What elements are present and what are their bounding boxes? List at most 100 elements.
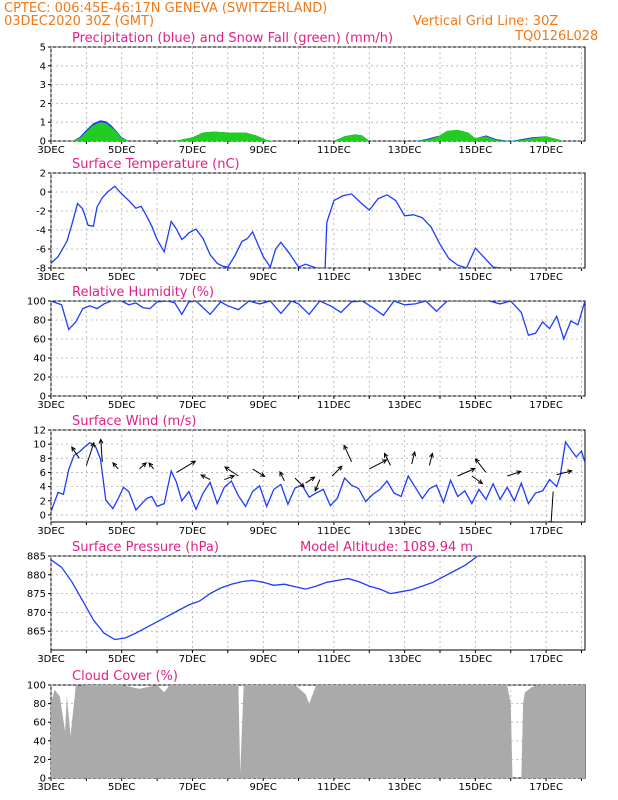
y-tick-label: 40 — [33, 354, 46, 365]
series-line-1 — [51, 440, 585, 512]
y-tick-label: 0 — [40, 137, 46, 148]
wind-arrow-head — [337, 465, 343, 471]
x-tick-label: 15DEC — [459, 654, 493, 665]
panel-title: Surface Pressure (hPa) — [72, 540, 219, 555]
wind-arrow-head — [429, 452, 434, 458]
y-tick-label: 2 — [40, 169, 46, 180]
x-tick-label: 3DEC — [37, 272, 64, 283]
x-tick-label: 17DEC — [529, 782, 563, 793]
x-tick-label: 11DEC — [317, 145, 351, 156]
x-tick-label: 11DEC — [317, 526, 351, 537]
wind-arrow-shaft — [314, 479, 321, 491]
wind-arrow-shaft — [369, 459, 387, 470]
panel-cloud: 3DEC 5DEC 7DEC 9DEC 11DEC 13DEC 15DEC 17DEC 0 20 4… — [27, 669, 586, 793]
wind-arrow-shaft — [294, 477, 305, 488]
y-tick-label: 20 — [33, 373, 46, 384]
wind-arrow-head — [516, 470, 522, 475]
y-tick-label: 0 — [40, 188, 46, 199]
y-tick-label: 3 — [40, 80, 46, 91]
panel-wind: 3DEC 5DEC 7DEC 9DEC 11DEC 13DEC 15DEC 17DEC 0 2 4 6… — [33, 414, 586, 537]
wind-arrow-shaft — [457, 468, 476, 477]
header: CPTEC: 006:45E-46:17N GENEVA (SWITZERLAN… — [4, 1, 598, 44]
y-tick-label: -6 — [36, 245, 46, 256]
y-tick-label: -2 — [36, 207, 46, 218]
panel-data — [51, 185, 547, 268]
panel-data — [51, 685, 585, 778]
x-tick-label: 17DEC — [529, 400, 563, 411]
wind-arrow-head — [470, 467, 476, 473]
wind-arrow-head — [229, 474, 236, 480]
y-tick-label: 80 — [33, 699, 46, 710]
x-tick-label: 15DEC — [459, 272, 493, 283]
panel-temp: 3DEC 5DEC 7DEC 9DEC 11DEC 13DEC 15DEC 17DEC -8 -6… — [36, 157, 586, 283]
y-tick-label: 60 — [33, 718, 46, 729]
wind-arrow-shaft — [411, 451, 416, 465]
x-tick-label: 15DEC — [459, 526, 493, 537]
wind-arrow-shaft — [428, 453, 433, 466]
x-tick-label: 9DEC — [249, 400, 276, 411]
y-tick-label: 875 — [27, 589, 46, 600]
panel-pressure: 3DEC 5DEC 7DEC 9DEC 11DEC 13DEC 15DEC 17DEC 865 8… — [27, 540, 586, 665]
wind-arrow-shaft — [85, 442, 95, 466]
y-tick-label: 865 — [27, 627, 46, 638]
panel-frame — [50, 172, 586, 269]
x-tick-label: 5DEC — [108, 145, 135, 156]
x-tick-label: 9DEC — [249, 526, 276, 537]
y-tick-label: 20 — [33, 755, 46, 766]
x-tick-label: 5DEC — [108, 782, 135, 793]
wind-arrow-head — [474, 458, 480, 464]
x-tick-label: 9DEC — [249, 654, 276, 665]
panel-title: Cloud Cover (%) — [72, 669, 178, 684]
wind-arrow-head — [98, 438, 104, 444]
x-tick-label: 7DEC — [179, 145, 206, 156]
y-tick-label: 1 — [40, 118, 46, 129]
y-tick-label: 0 — [40, 774, 46, 785]
y-tick-label: 40 — [33, 736, 46, 747]
panel-title: Relative Humidity (%) — [72, 285, 214, 300]
y-tick-label: 10 — [33, 440, 46, 451]
y-tick-label: 885 — [27, 552, 46, 563]
y-tick-label: 870 — [27, 608, 46, 619]
panel-data — [51, 556, 479, 641]
wind-arrow-head — [223, 466, 230, 472]
y-tick-label: 100 — [27, 297, 46, 308]
y-tick-label: 80 — [33, 316, 46, 327]
panel-frame — [50, 429, 586, 523]
x-tick-label: 3DEC — [37, 145, 64, 156]
x-tick-label: 5DEC — [108, 400, 135, 411]
wind-arrow-shaft — [200, 474, 211, 480]
wind-arrow-head — [310, 476, 316, 482]
wind-arrow-shaft — [279, 471, 285, 482]
wind-arrow-shaft — [71, 446, 80, 459]
wind-arrow-shaft — [148, 462, 154, 470]
wind-arrow-shaft — [331, 465, 343, 477]
x-tick-label: 5DEC — [108, 526, 135, 537]
y-tick-label: 5 — [40, 43, 46, 54]
series-area-1 — [51, 685, 585, 778]
wind-arrow-shaft — [224, 475, 235, 481]
y-tick-label: 60 — [33, 335, 46, 346]
y-tick-label: 880 — [27, 570, 46, 581]
x-tick-label: 15DEC — [459, 400, 493, 411]
series-line-1 — [51, 185, 547, 268]
x-tick-label: 13DEC — [388, 145, 422, 156]
wind-arrow-head — [477, 479, 484, 485]
header-location: CPTEC: 006:45E-46:17N GENEVA (SWITZERLAN… — [4, 1, 327, 16]
panel-frame — [50, 46, 586, 142]
y-tick-label: 100 — [27, 681, 46, 692]
panels: 3DEC 5DEC 7DEC 9DEC 11DEC 13DEC 15DEC 17DEC0123… — [27, 31, 586, 793]
y-tick-label: 6 — [40, 468, 46, 479]
y-tick-label: 2 — [40, 496, 46, 507]
x-tick-label: 5DEC — [108, 654, 135, 665]
wind-arrow-head — [279, 470, 284, 477]
y-tick-label: 4 — [40, 61, 46, 72]
wind-arrow-head — [314, 486, 319, 492]
panel-annotation: Model Altitude: 1089.94 m — [300, 540, 473, 555]
wind-arrow-head — [112, 462, 118, 468]
wind-arrow-shaft — [384, 453, 391, 466]
wind-arrow-shaft — [471, 475, 483, 484]
y-tick-label: 4 — [40, 482, 46, 493]
x-tick-label: 7DEC — [179, 782, 206, 793]
y-tick-label: 12 — [33, 426, 46, 437]
